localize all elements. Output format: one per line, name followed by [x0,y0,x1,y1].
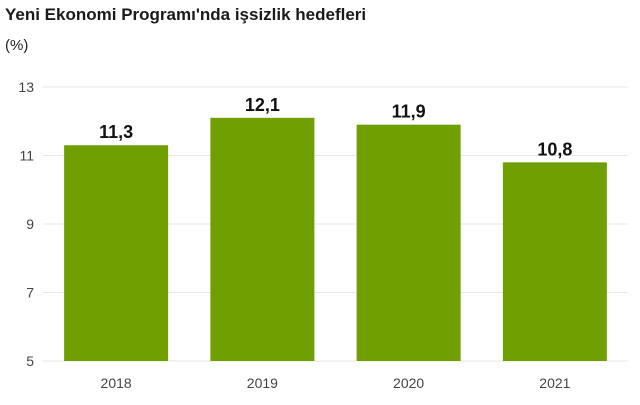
x-tick-label: 2020 [393,375,424,391]
x-tick-label: 2021 [539,375,570,391]
y-tick-label: 13 [18,79,34,95]
y-tick-label: 5 [26,353,34,369]
y-axis-unit-label: (%) [5,37,29,54]
y-tick-label: 11 [19,148,34,164]
bar-value-label: 12,1 [245,95,280,115]
x-tick-label: 2019 [247,375,278,391]
bar-2018[interactable] [64,145,169,361]
bar-value-label: 10,8 [537,139,572,159]
chart-title: Yeni Ekonomi Programı'nda işsizlik hedef… [5,5,367,24]
x-tick-label: 2018 [101,375,132,391]
bar-value-label: 11,9 [392,102,426,122]
bar-2019[interactable] [210,117,315,361]
bar-2021[interactable] [502,162,607,361]
y-tick-label: 7 [26,285,34,301]
y-tick-label: 9 [26,216,34,232]
bar-2020[interactable] [356,124,461,361]
bar-value-label: 11,3 [99,122,133,142]
